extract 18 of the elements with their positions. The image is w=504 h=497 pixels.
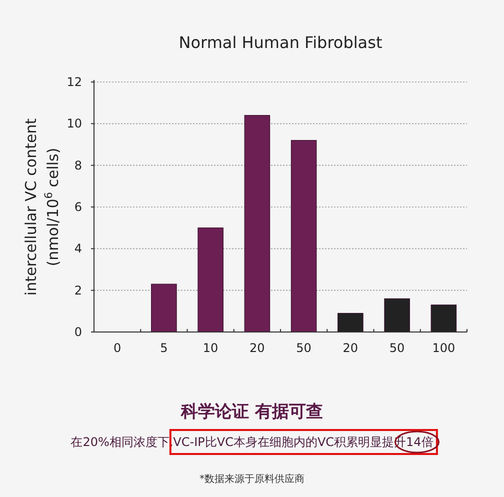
chart-title: Normal Human Fibroblast — [178, 33, 382, 52]
text: *数据来源于原料供应商 — [200, 473, 304, 485]
y-tick-label: 8 — [74, 158, 82, 172]
x-tick-label: 20 — [342, 341, 358, 355]
y-tick-label: 4 — [74, 242, 82, 256]
text: 科学论证 有据可查 — [180, 402, 323, 422]
x-tick-label: 20 — [250, 341, 265, 355]
x-tick-label: 50 — [389, 341, 405, 355]
x-tick-label: 10 — [202, 341, 218, 355]
y-tick-label: 0 — [74, 325, 82, 339]
y-tick-label: 10 — [66, 116, 82, 131]
y-tick-label: 12 — [66, 75, 82, 89]
y-tick-label: 2 — [74, 283, 82, 298]
x-tick-label: 0 — [113, 341, 122, 355]
x-tick-label: 5 — [160, 341, 168, 355]
x-tick-label: 50 — [296, 341, 312, 355]
y-tick-label: 6 — [74, 200, 82, 214]
x-tick-label: 100 — [432, 341, 456, 355]
